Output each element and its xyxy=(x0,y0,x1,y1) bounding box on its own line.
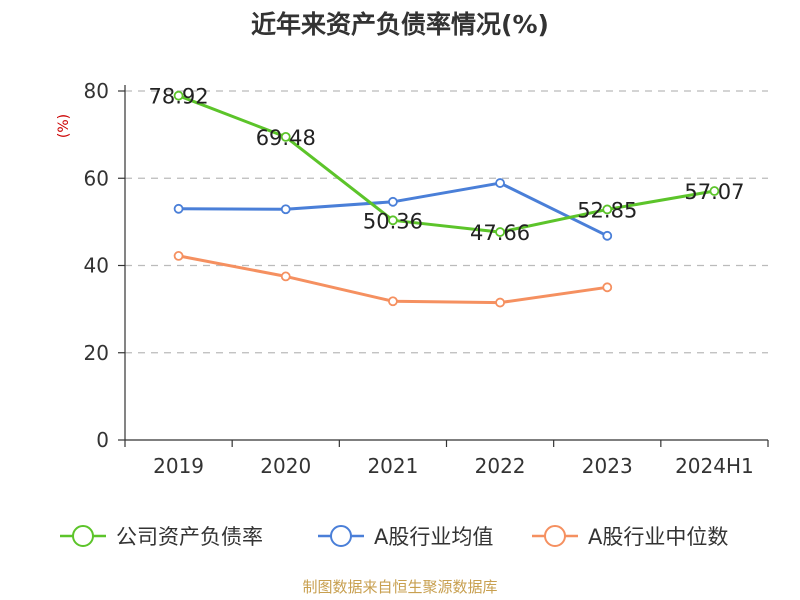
data-label: 50.36 xyxy=(363,209,423,233)
y-tick-label: 0 xyxy=(96,428,109,452)
grid-lines xyxy=(125,90,768,354)
data-label: 78.92 xyxy=(149,85,209,109)
x-tick-label: 2021 xyxy=(367,454,418,478)
data-point[interactable] xyxy=(388,296,398,307)
data-point[interactable] xyxy=(495,297,505,308)
legend-item[interactable]: A股行业中位数 xyxy=(532,525,728,549)
data-point[interactable] xyxy=(388,215,398,226)
data-point[interactable] xyxy=(602,230,613,241)
series-0 xyxy=(173,90,720,237)
data-point[interactable] xyxy=(173,203,184,214)
series-2 xyxy=(173,251,613,308)
x-tick-label: 2019 xyxy=(153,454,204,478)
data-point[interactable] xyxy=(280,271,291,282)
data-point[interactable] xyxy=(173,251,184,261)
y-tick-label: 80 xyxy=(84,79,109,103)
legend: 公司资产负债率 A股行业均值 A股行业中位数 xyxy=(60,525,728,549)
x-tick-label: 2020 xyxy=(260,454,311,478)
legend-label: 公司资产负债率 xyxy=(116,525,263,549)
series-line xyxy=(177,94,716,234)
data-point[interactable] xyxy=(495,178,505,188)
axes: 0 20 40 60 80 2019 2020 2021 2022 2023 2024H1 xyxy=(84,79,769,478)
x-tick-label: 2022 xyxy=(475,454,526,478)
y-tick-label: 60 xyxy=(84,166,109,190)
series-lines xyxy=(173,90,720,308)
data-point[interactable] xyxy=(602,204,613,215)
source-note: 制图数据来自恒生聚源数据库 xyxy=(302,578,497,596)
data-point[interactable] xyxy=(173,90,184,101)
legend-marker xyxy=(72,525,94,547)
legend-label: A股行业均值 xyxy=(374,525,493,549)
data-point[interactable] xyxy=(495,227,505,237)
legend-marker xyxy=(330,525,352,547)
legend-label: A股行业中位数 xyxy=(588,525,728,549)
data-label: 57.07 xyxy=(684,180,744,204)
series-line xyxy=(177,254,609,305)
data-point[interactable] xyxy=(388,196,398,207)
data-label: 47.66 xyxy=(470,221,530,245)
legend-item[interactable]: 公司资产负债率 xyxy=(60,525,263,549)
data-label: 69.48 xyxy=(256,126,316,150)
data-point[interactable] xyxy=(709,186,720,196)
x-tick-label: 2023 xyxy=(582,454,633,478)
chart-title: 近年来资产负债率情况(%) xyxy=(251,10,549,39)
y-axis-unit-label: (%) xyxy=(56,114,72,138)
y-tick-label: 40 xyxy=(84,254,109,278)
data-point[interactable] xyxy=(280,204,291,215)
data-label: 52.85 xyxy=(577,198,637,222)
data-point[interactable] xyxy=(602,282,613,293)
x-tick-label: 2024H1 xyxy=(675,454,754,478)
legend-marker xyxy=(544,525,566,547)
series-1 xyxy=(173,178,613,241)
legend-item[interactable]: A股行业均值 xyxy=(318,525,493,549)
data-point[interactable] xyxy=(280,131,291,142)
data-labels: 78.92 69.48 50.36 47.66 52.85 57.07 xyxy=(149,85,745,245)
y-tick-label: 20 xyxy=(84,341,109,365)
